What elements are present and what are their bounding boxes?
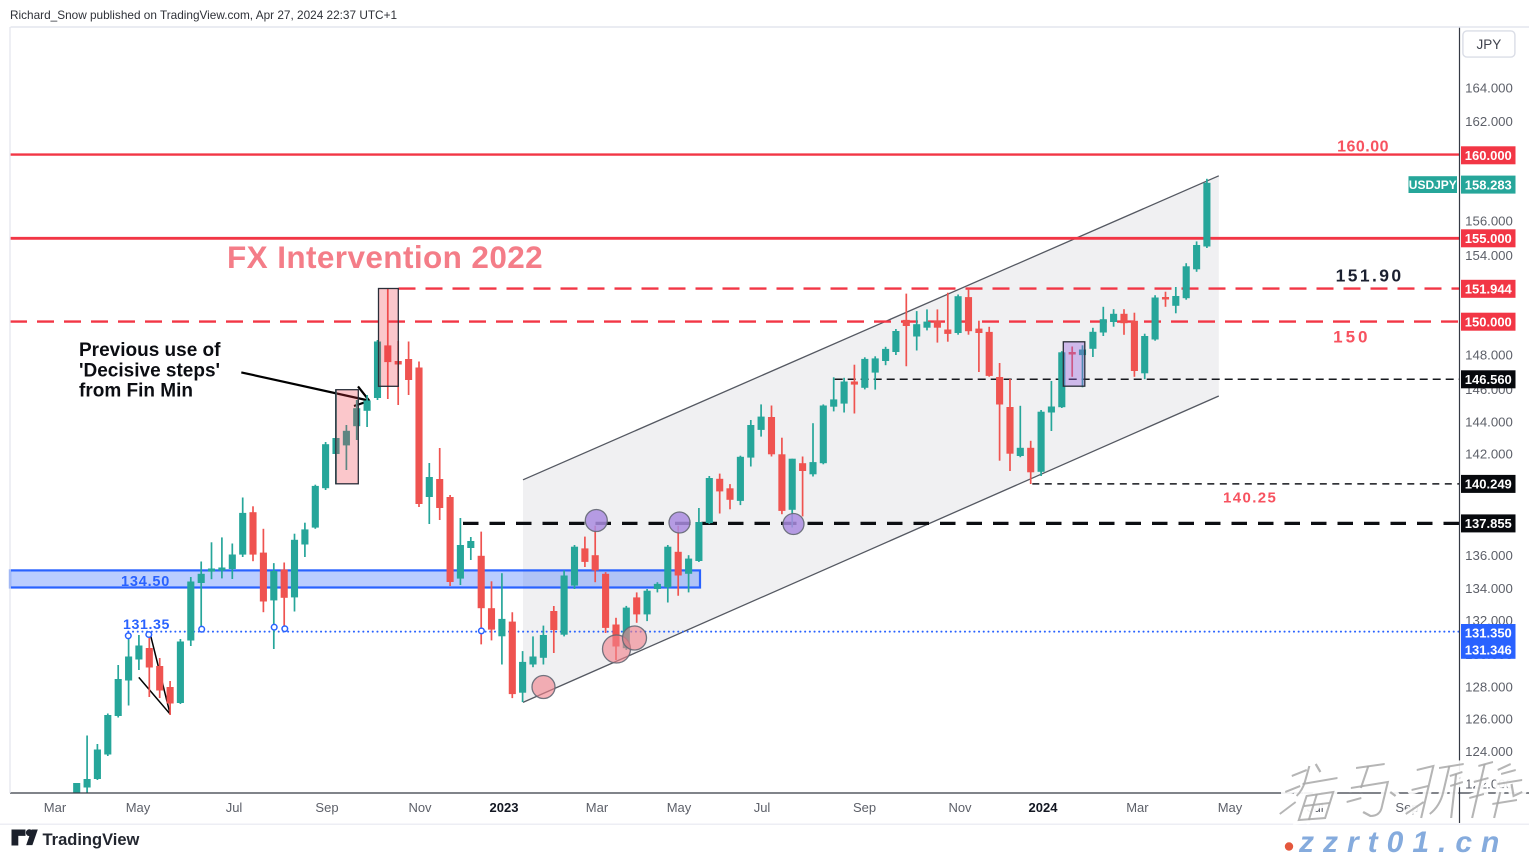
svg-text:USDJPY: USDJPY bbox=[1409, 178, 1457, 192]
svg-text:2024: 2024 bbox=[1029, 800, 1059, 815]
svg-text:136.000: 136.000 bbox=[1465, 548, 1513, 563]
svg-text:Richard_Snow published on Trad: Richard_Snow published on TradingView.co… bbox=[10, 8, 397, 22]
svg-text:155.000: 155.000 bbox=[1465, 231, 1512, 246]
svg-text:Mar: Mar bbox=[44, 800, 67, 815]
svg-text:Sep: Sep bbox=[315, 800, 338, 815]
svg-text:160.00: 160.00 bbox=[1337, 139, 1389, 156]
svg-text:148.000: 148.000 bbox=[1465, 348, 1513, 363]
svg-text:140.25: 140.25 bbox=[1223, 490, 1277, 507]
svg-text:134.50: 134.50 bbox=[121, 574, 170, 590]
svg-text:156.000: 156.000 bbox=[1465, 214, 1513, 229]
svg-text:158.283: 158.283 bbox=[1465, 177, 1512, 192]
svg-text:zzrt01.cn: zzrt01.cn bbox=[1298, 826, 1508, 857]
svg-text:Nov: Nov bbox=[408, 800, 432, 815]
svg-text:Previous use of: Previous use of bbox=[79, 340, 221, 361]
svg-text:May: May bbox=[1218, 800, 1243, 815]
svg-text:Jul: Jul bbox=[754, 800, 771, 815]
svg-text:146.560: 146.560 bbox=[1465, 372, 1512, 387]
svg-text:137.855: 137.855 bbox=[1465, 516, 1512, 531]
svg-text:FX Intervention 2022: FX Intervention 2022 bbox=[227, 239, 543, 275]
svg-text:TradingView: TradingView bbox=[43, 831, 140, 849]
svg-text:2023: 2023 bbox=[490, 800, 519, 815]
svg-text:128.000: 128.000 bbox=[1465, 679, 1513, 694]
svg-text:134.000: 134.000 bbox=[1465, 581, 1513, 596]
svg-text:124.000: 124.000 bbox=[1465, 744, 1513, 759]
svg-text:131.35: 131.35 bbox=[123, 617, 170, 633]
svg-text:142.000: 142.000 bbox=[1465, 447, 1513, 462]
svg-text:Mar: Mar bbox=[586, 800, 609, 815]
svg-text:JPY: JPY bbox=[1477, 37, 1502, 52]
svg-text:164.000: 164.000 bbox=[1465, 81, 1513, 96]
svg-text:131.350: 131.350 bbox=[1465, 626, 1512, 641]
svg-text:from Fin Min: from Fin Min bbox=[79, 381, 193, 402]
svg-text:162.000: 162.000 bbox=[1465, 114, 1513, 129]
svg-text:May: May bbox=[667, 800, 692, 815]
svg-text:126.000: 126.000 bbox=[1465, 712, 1513, 727]
svg-text:Mar: Mar bbox=[1126, 800, 1149, 815]
svg-text:'Decisive steps': 'Decisive steps' bbox=[79, 360, 220, 381]
svg-text:150: 150 bbox=[1333, 328, 1370, 347]
svg-text:144.000: 144.000 bbox=[1465, 414, 1513, 429]
svg-text:131.346: 131.346 bbox=[1465, 643, 1512, 658]
svg-text:154.000: 154.000 bbox=[1465, 248, 1513, 263]
svg-text:150.000: 150.000 bbox=[1465, 314, 1512, 329]
svg-text:May: May bbox=[126, 800, 151, 815]
svg-text:Sep: Sep bbox=[853, 800, 876, 815]
svg-text:151.90: 151.90 bbox=[1336, 266, 1404, 286]
svg-text:Nov: Nov bbox=[948, 800, 972, 815]
svg-text:160.000: 160.000 bbox=[1465, 148, 1512, 163]
svg-text:Jul: Jul bbox=[226, 800, 243, 815]
svg-text:140.249: 140.249 bbox=[1465, 477, 1512, 492]
svg-text:151.944: 151.944 bbox=[1465, 282, 1513, 297]
